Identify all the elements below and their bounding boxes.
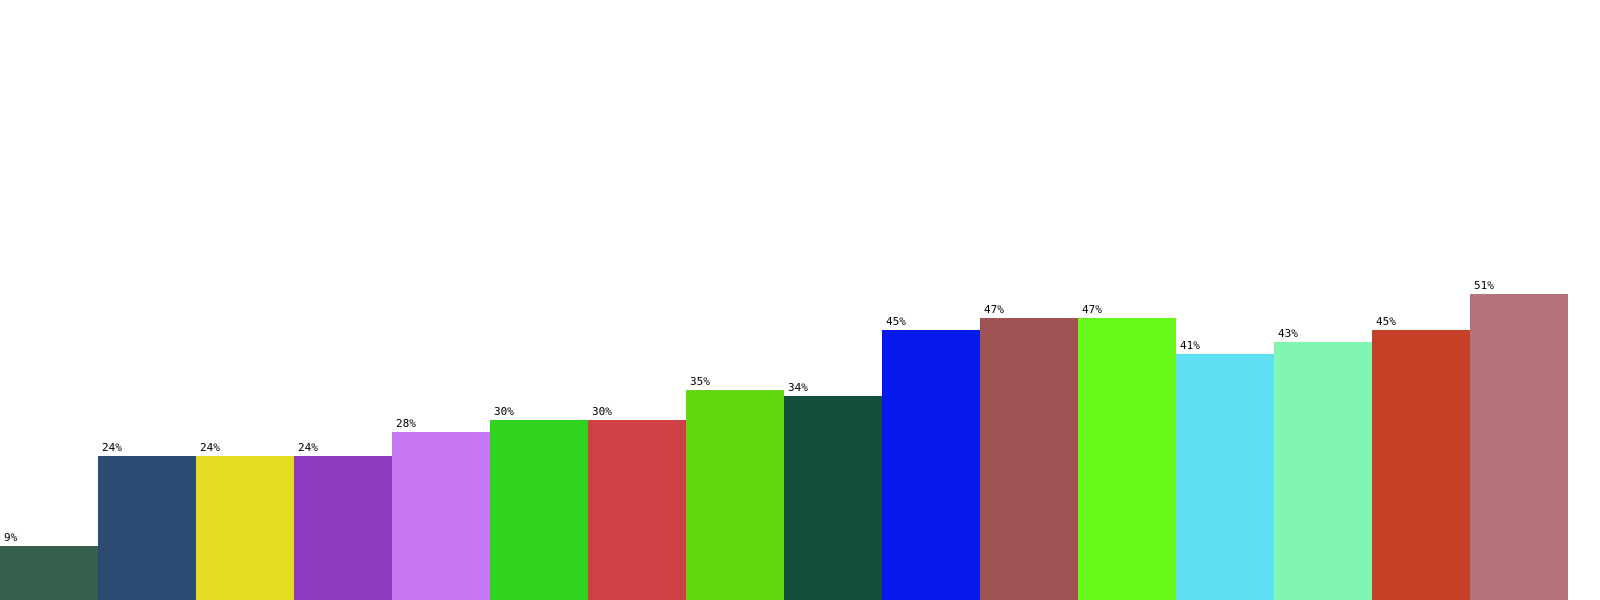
data-label-7: 30% [592, 405, 612, 418]
data-label-1: 9% [4, 531, 18, 544]
bar-5 [392, 432, 490, 600]
data-label-6: 30% [494, 405, 514, 418]
data-label-5: 28% [396, 417, 416, 430]
data-label-13: 41% [1180, 339, 1200, 352]
bar-13 [1176, 354, 1274, 600]
bar-16 [1470, 294, 1568, 600]
data-labels-group: 9% 24% 24% 24% 28% 30% 30% 35% 34% 45% 47% 47% 41% 43… [4, 279, 1494, 544]
data-label-9: 34% [788, 381, 808, 394]
data-label-14: 43% [1278, 327, 1298, 340]
bars-group [0, 294, 1568, 600]
bar-9 [784, 396, 882, 600]
data-label-12: 47% [1082, 303, 1102, 316]
bar-4 [294, 456, 392, 600]
data-label-2: 24% [102, 441, 122, 454]
bar-12 [1078, 318, 1176, 600]
bar-14 [1274, 342, 1372, 600]
bar-3 [196, 456, 294, 600]
bar-8 [686, 390, 784, 600]
bar-11 [980, 318, 1078, 600]
data-label-10: 45% [886, 315, 906, 328]
bar-6 [490, 420, 588, 600]
data-label-8: 35% [690, 375, 710, 388]
bar-15 [1372, 330, 1470, 600]
data-label-15: 45% [1376, 315, 1396, 328]
bar-1 [0, 546, 98, 600]
data-label-11: 47% [984, 303, 1004, 316]
bar-2 [98, 456, 196, 600]
bar-7 [588, 420, 686, 600]
data-label-4: 24% [298, 441, 318, 454]
data-label-3: 24% [200, 441, 220, 454]
bar-10 [882, 330, 980, 600]
data-label-16: 51% [1474, 279, 1494, 292]
